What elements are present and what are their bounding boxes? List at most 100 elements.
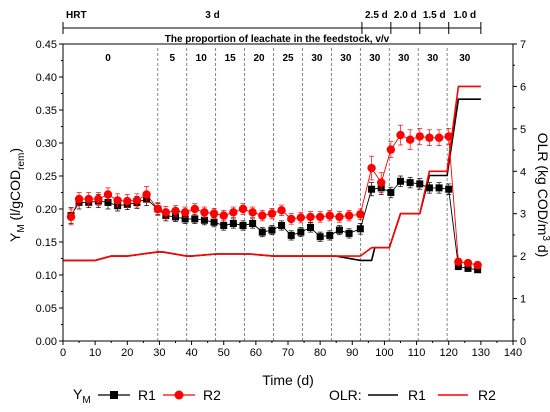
legend-r2-olr-text: R2 [478,387,496,403]
legend-r2-ym-text: R2 [203,387,221,403]
legend-r2-ym-marker [174,390,184,400]
y-left-tick-label: 0.05 [36,303,57,315]
y-left-tick-label: 0.15 [36,237,57,249]
data-point-r2 [153,204,163,214]
olr-line-r2 [63,85,481,262]
data-point-r2 [74,194,84,204]
data-point-r2 [415,132,424,141]
leachate-segment-label: 30 [340,53,352,64]
legend: YM R1 R2 OLR: R1 R2 [73,386,496,406]
y-left-unit-sub: rem [16,153,27,170]
y-right-sup: 3 [540,235,550,241]
leachate-segment-label: 20 [254,53,266,64]
x-tick-label: 60 [250,347,262,359]
data-point-r2 [238,204,248,214]
y-right-tick-label: 3 [520,209,526,221]
data-point-r2 [267,209,277,218]
legend-r1-olr-text: R1 [408,387,426,403]
x-tick-label: 30 [153,347,165,359]
olr-line-group [63,85,481,262]
data-point-r1 [387,189,395,196]
data-point-r2 [473,260,482,270]
data-point-r2 [248,208,257,217]
x-tick-label: 40 [185,347,197,359]
data-point-r2 [296,213,306,222]
legend-ym-sub: M [82,395,90,406]
y-right-main: OLR (kg COD/m [535,133,550,236]
leachate-segment-label: 30 [369,53,381,64]
data-point-r1 [435,184,443,192]
data-point-r2 [405,135,415,144]
data-point-r2 [396,130,405,140]
data-point-r1 [278,222,286,229]
data-point-r2 [229,208,238,217]
y-left-main: Y [7,232,23,242]
leachate-segment-label: 5 [170,53,176,64]
data-point-r2 [367,163,376,173]
data-point-r2 [161,208,171,217]
data-point-r2 [356,210,365,219]
y-left-unit: (l/gCOD [7,170,23,221]
leachate-title: The proportion of leachate in the feedst… [165,34,390,45]
data-point-r1 [368,185,376,193]
data-point-r1 [416,180,424,188]
data-point-r2 [180,208,190,217]
data-point-r2 [94,194,103,204]
data-point-r2 [463,258,473,268]
hrt-segment-label: 1.5 d [423,10,446,21]
y-right-tick-label: 5 [520,124,526,136]
leachate-segment-label: 0 [105,53,111,64]
data-point-r2 [277,206,286,215]
data-point-r2 [425,133,434,142]
y-right-tick-label: 4 [520,166,526,178]
data-point-r1 [210,218,218,226]
y-left-close: ) [7,148,23,153]
data-point-r2 [103,190,113,199]
leachate-segment-label: 30 [311,53,323,64]
data-point-r1 [316,233,324,241]
hrt-segment-label: 2.5 d [365,10,388,21]
y-left-sub: M [16,224,27,232]
data-point-r1 [335,226,343,234]
y-right-tick-label: 2 [520,251,526,263]
leachate-segment-label: 30 [459,53,471,64]
hrt-segment-label: 1.0 d [453,10,476,21]
data-point-r2 [132,196,142,205]
y-right-end: d) [535,241,550,257]
data-point-r1 [220,222,228,229]
ym-series-group [66,124,482,274]
y-left-tick-label: 0.25 [36,171,57,183]
leachate-segment-label: 25 [282,53,294,64]
legend-ym-main: Y [73,386,83,402]
legend-olr-label: OLR: [329,387,362,403]
data-point-r1 [249,220,257,228]
x-tick-label: 110 [408,347,426,359]
data-point-r1 [445,185,453,193]
y-left-tick-label: 0.45 [36,39,57,51]
data-point-r2 [209,209,219,218]
data-point-r2 [315,212,325,222]
data-point-r2 [200,208,209,217]
data-point-r2 [113,196,122,205]
data-point-r1 [191,215,199,223]
data-point-r1 [345,229,353,237]
data-point-r1 [268,226,276,234]
hrt-label: HRT [66,10,87,21]
y-left-tick-label: 0.10 [36,270,57,282]
data-point-r2 [190,204,199,214]
data-point-r1 [454,262,462,270]
data-point-r2 [434,133,444,142]
y-left-tick-label: 0.20 [36,204,57,216]
legend-r1-ym-marker [110,391,118,399]
data-point-r2 [171,206,180,216]
data-point-r1 [425,184,433,192]
x-tick-label: 120 [440,347,458,359]
x-tick-label: 70 [282,347,294,359]
data-point-r2 [386,145,396,154]
legend-r1-ym-text: R1 [138,387,156,403]
segment-divider-group [157,48,448,341]
ym-line-r2 [70,134,478,266]
data-point-r1 [172,213,179,221]
axes-group: 0 10 20 30 40 50 60 70 80 90 100 110 120 130 1400.000.… [36,39,527,359]
data-point-r2 [84,194,93,204]
